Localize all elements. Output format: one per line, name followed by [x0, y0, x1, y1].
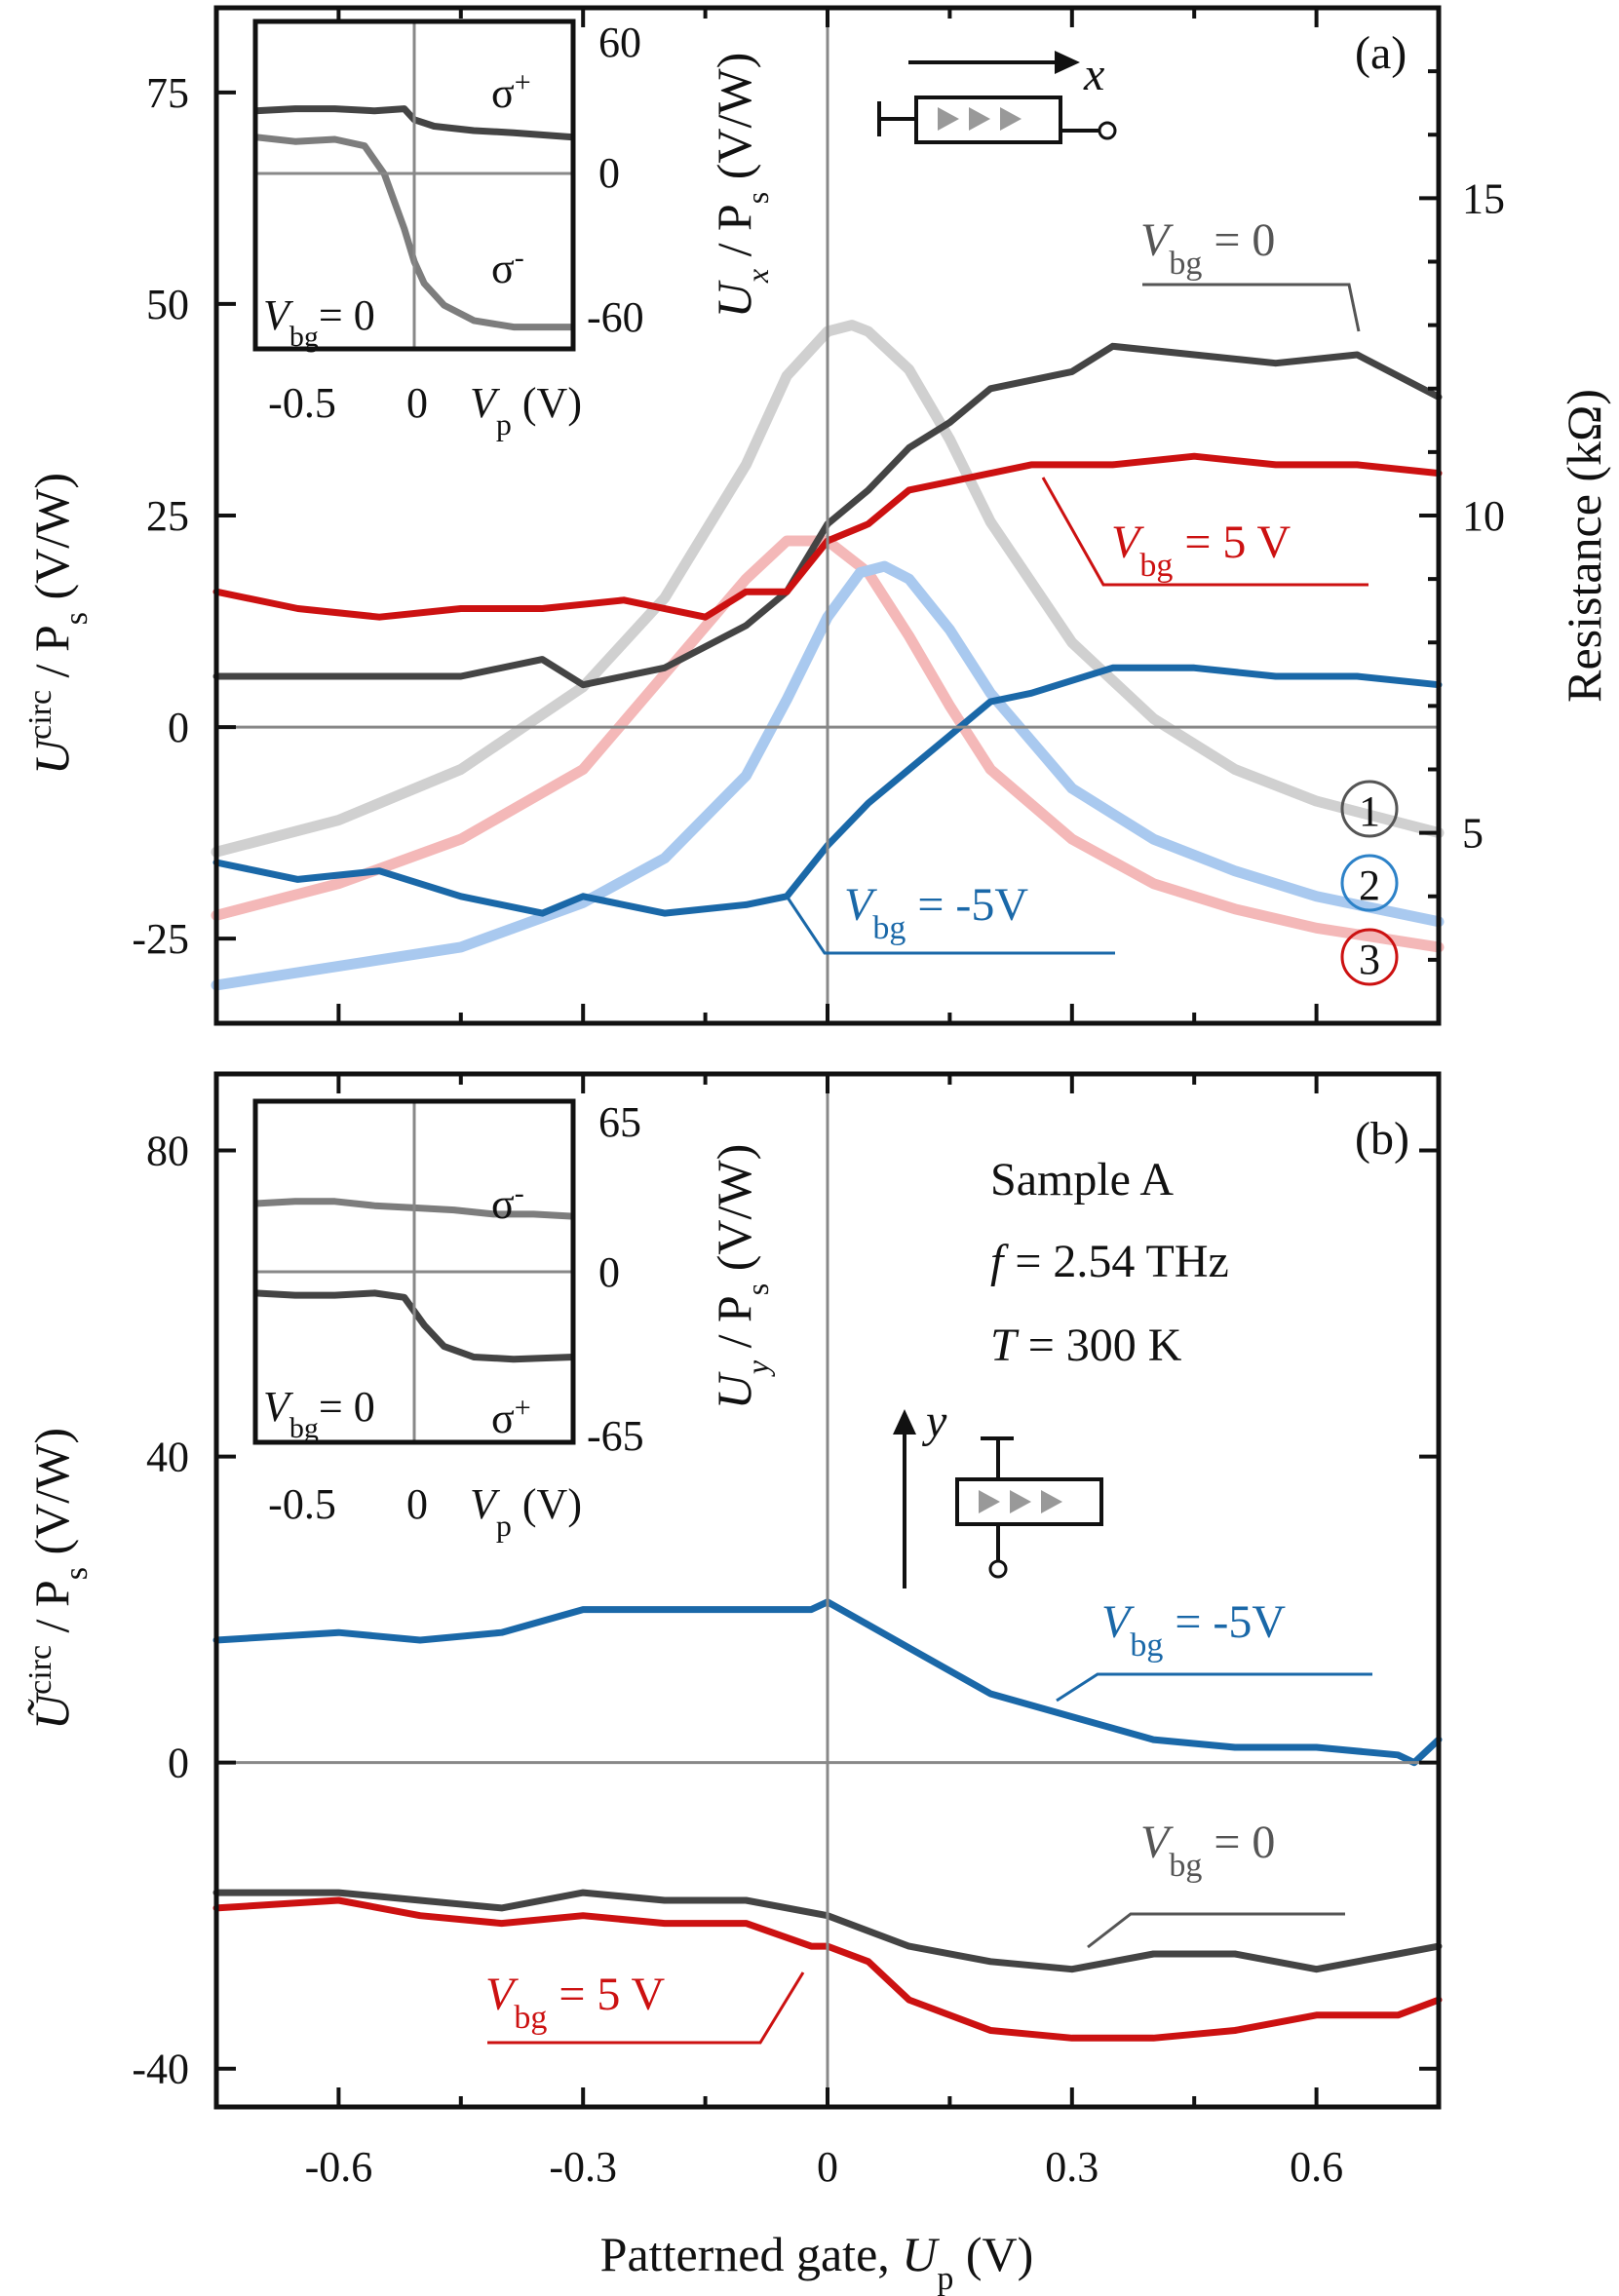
svg-text:3: 3: [1359, 936, 1380, 983]
panel-b: 80 40 0 -40 -0.6 -0.3 0 0.3 0.6 Ũcirc / Ps (V/W…: [22, 1071, 1443, 2296]
x-tick-label: 0.3: [1045, 2143, 1099, 2191]
svg-text:σ-: σ-: [491, 1177, 524, 1229]
svg-text:60: 60: [598, 19, 641, 66]
y-tick-label: 50: [146, 281, 189, 328]
photocurrent-curve-1: [212, 1889, 1443, 1973]
inset-b: 65 0 -65 -0.5 0 Vp (V) Vbg= 0 σ- σ+ Uy /…: [252, 1098, 775, 1543]
label-text: Vbg = -5V: [1101, 1596, 1286, 1664]
svg-text:Vp (V): Vp (V): [470, 1480, 582, 1543]
svg-text:1: 1: [1359, 787, 1380, 835]
y-tick-label: -40: [132, 2046, 189, 2093]
y-tick-label: -25: [132, 915, 189, 963]
circle-label-3: 3: [1340, 928, 1399, 986]
photocurrent-curve-3: [212, 342, 1443, 689]
x-tick-label: 0: [817, 2143, 838, 2191]
svg-text:65: 65: [598, 1098, 641, 1146]
svg-text:y: y: [921, 1396, 947, 1447]
svg-text:0: 0: [406, 379, 428, 427]
annotation-vbg-5-b: Vbg = 5 V: [485, 1969, 805, 2045]
svg-text:-0.5: -0.5: [268, 1480, 336, 1528]
right-y-tick-label: 5: [1462, 810, 1484, 858]
label-text: Vbg = 0: [1140, 214, 1275, 282]
inset-curve-0: [254, 105, 574, 141]
inset-a: 60 0 -60 -0.5 0 Vp (V) Vbg= 0 σ+ σ- Ux /…: [252, 19, 775, 441]
photocurrent-curve-2: [212, 1896, 1443, 2042]
svg-text:2: 2: [1359, 861, 1380, 909]
photocurrent-curve-0: [212, 1598, 1443, 1767]
device-diagram-x: x: [877, 49, 1117, 144]
circle-label-1: 1: [1340, 780, 1399, 838]
x-tick-label: -0.3: [549, 2143, 617, 2191]
label-text: Vbg = 5 V: [485, 1969, 666, 2036]
svg-text:Vbg= 0: Vbg= 0: [263, 1383, 375, 1444]
resistance-curve-2: [211, 560, 1445, 991]
svg-text:0: 0: [406, 1480, 428, 1528]
svg-text:-60: -60: [587, 293, 644, 341]
svg-text:Uy / Ps (V/W): Uy / Ps (V/W): [707, 1144, 775, 1409]
y-axis-label: Ucirc / Ps (V/W): [22, 473, 95, 775]
annotation-vbg-5-a: Vbg = 5 V: [1041, 477, 1368, 587]
y-tick-label: 0: [168, 1740, 189, 1787]
y-tick-label: 80: [146, 1128, 189, 1175]
annotation-vbg-m5-a: Vbg = -5V: [784, 879, 1115, 955]
right-y-tick-label: 15: [1462, 174, 1505, 222]
y-tick-label: 40: [146, 1434, 189, 1481]
x-tick-label: 0.6: [1290, 2143, 1343, 2191]
label-text: Vbg = 0: [1140, 1817, 1275, 1884]
circle-label-2: 2: [1340, 854, 1399, 912]
svg-text:0: 0: [598, 149, 620, 197]
svg-text:x: x: [1083, 49, 1104, 100]
svg-text:0: 0: [598, 1248, 620, 1296]
x-tick-label: -0.6: [305, 2143, 373, 2191]
right-axis-label: Resistance (kΩ): [1557, 389, 1611, 703]
svg-text:σ+: σ+: [491, 1392, 531, 1443]
label-text: Vbg = -5V: [844, 879, 1028, 946]
label-text: Vbg = 5 V: [1111, 517, 1291, 584]
annotation-vbg-0-a: Vbg = 0: [1140, 214, 1361, 332]
svg-text:Vp (V): Vp (V): [470, 379, 582, 441]
svg-text:σ-: σ-: [491, 242, 524, 293]
y-tick-label: 25: [146, 492, 189, 540]
y-tick-label: 75: [146, 69, 189, 117]
svg-text:σ+: σ+: [491, 66, 531, 118]
panel-label: (a): [1355, 27, 1407, 79]
device-diagram-y: y: [893, 1396, 1103, 1588]
svg-text:Ux / Ps (V/W): Ux / Ps (V/W): [707, 53, 775, 318]
svg-text:-65: -65: [587, 1412, 644, 1460]
svg-text:Vbg= 0: Vbg= 0: [263, 291, 375, 353]
annotation-vbg-m5-b: Vbg = -5V: [1056, 1596, 1372, 1703]
y-tick-label: 0: [168, 704, 189, 751]
y-axis-label: Ũcirc / Ps (V/W): [22, 1428, 95, 1730]
right-y-tick-label: 10: [1462, 492, 1505, 540]
frequency-label: f = 2.54 THz: [990, 1236, 1229, 1287]
panel-label: (b): [1355, 1113, 1409, 1165]
x-axis-label: Patterned gate, Up (V): [600, 2227, 1034, 2296]
temperature-label: T = 300 K: [990, 1320, 1182, 1371]
photocurrent-curve-5: [212, 664, 1443, 917]
svg-text:-0.5: -0.5: [268, 379, 336, 427]
inset-curve-1: [254, 134, 573, 331]
sample-label: Sample A: [990, 1154, 1174, 1205]
annotation-vbg-0-b: Vbg = 0: [1087, 1817, 1345, 1949]
